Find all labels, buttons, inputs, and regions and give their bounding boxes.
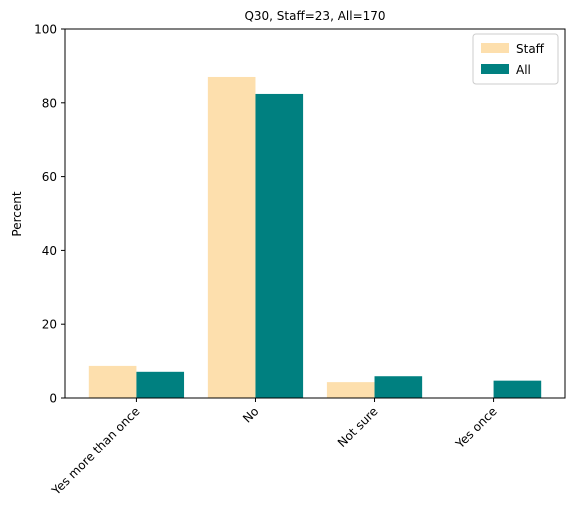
legend-swatch-all [481, 64, 509, 74]
y-axis-ticks: 0 20 40 60 80 100 [34, 23, 65, 406]
y-tick-label: 60 [42, 170, 57, 184]
x-tick-label: Yes more than once [48, 404, 142, 498]
x-tick-label: Yes once [452, 404, 499, 451]
y-tick-label: 100 [34, 23, 57, 37]
y-axis-label: Percent [10, 191, 24, 236]
legend-swatch-staff [481, 43, 509, 53]
bar-staff-2 [207, 76, 256, 398]
legend-label-staff: Staff [516, 42, 545, 56]
y-tick-label: 0 [49, 392, 57, 406]
plot-area-frame [64, 28, 566, 399]
bar-series-group [88, 76, 542, 398]
bar-all-1 [136, 371, 185, 398]
bar-staff-1 [88, 365, 137, 398]
chart-title: Q30, Staff=23, All=170 [244, 9, 385, 23]
bar-all-3 [374, 376, 423, 398]
x-tick-label: Not sure [335, 404, 381, 450]
legend: Staff All [472, 33, 559, 85]
y-tick-label: 20 [42, 318, 57, 332]
bar-all-4 [493, 380, 542, 398]
legend-label-all: All [516, 63, 531, 77]
bar-staff-3 [326, 382, 375, 398]
bar-all-2 [255, 93, 304, 398]
y-tick-label: 80 [42, 96, 57, 110]
x-tick-label: No [240, 404, 261, 425]
y-tick-label: 40 [42, 244, 57, 258]
x-axis-ticks: Yes more than once No Not sure Yes once [48, 398, 500, 498]
